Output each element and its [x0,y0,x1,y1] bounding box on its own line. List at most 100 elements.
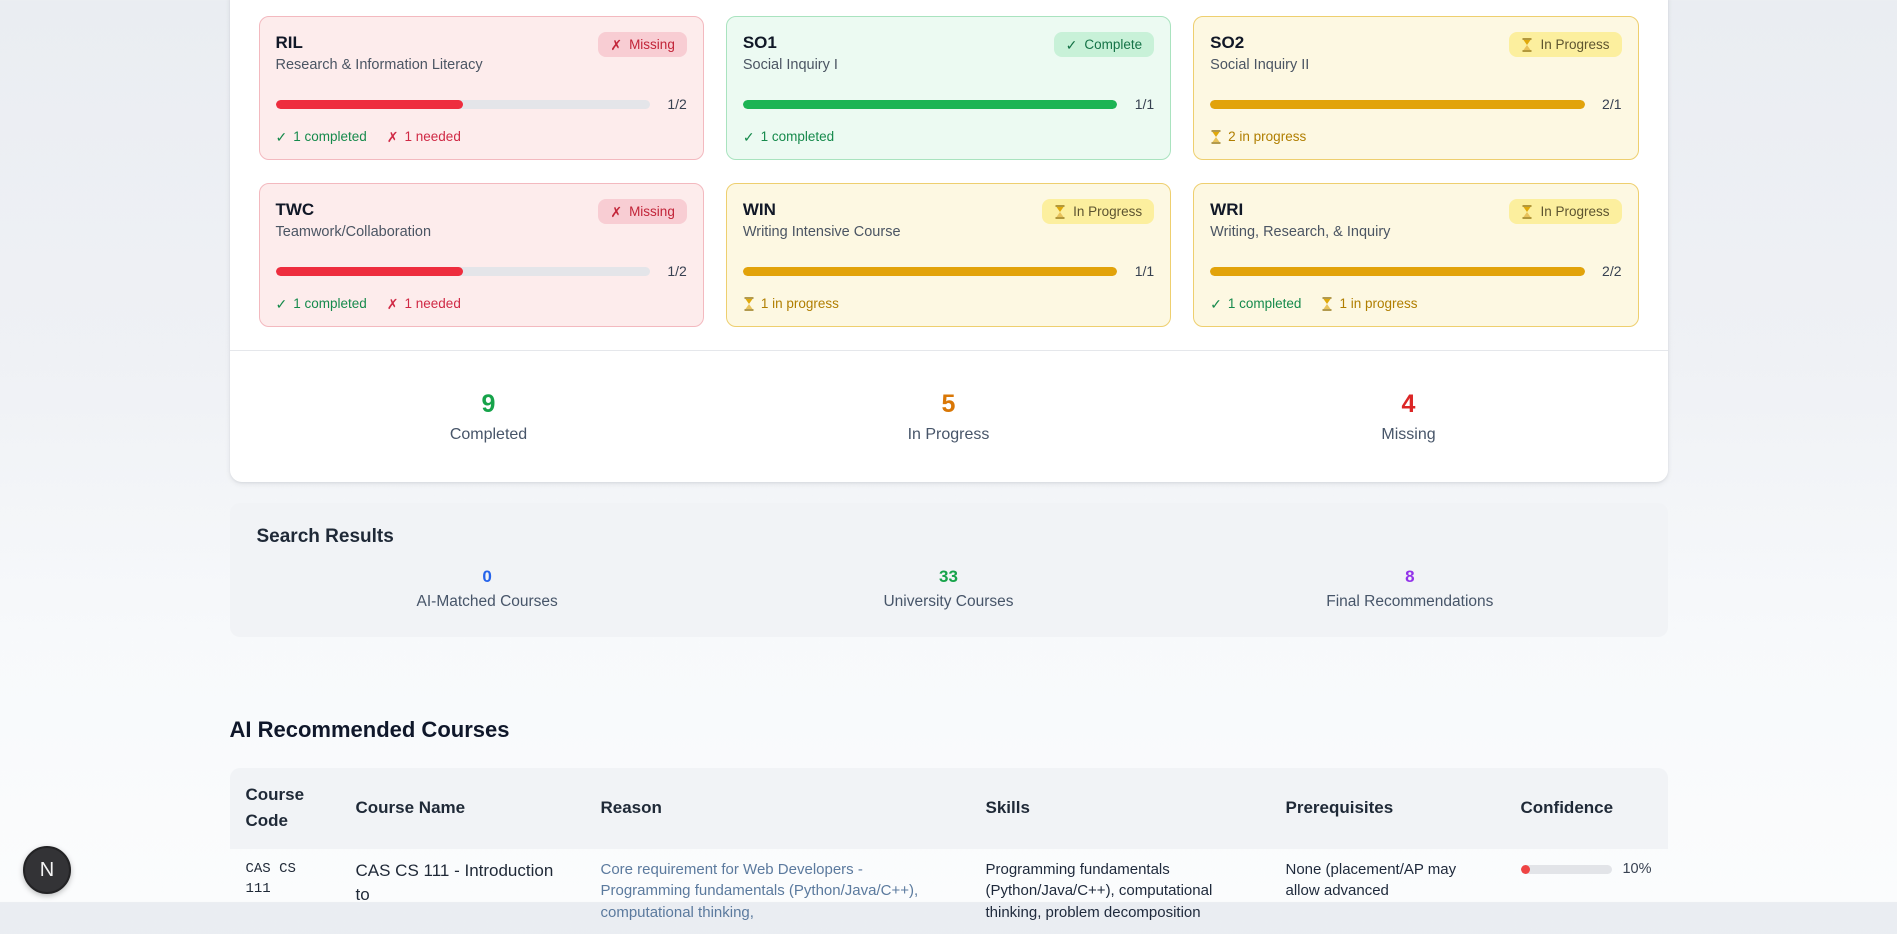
progress-bar [1210,100,1584,109]
confidence-bar [1521,865,1613,874]
hourglass-icon [1321,297,1333,311]
x-icon: ✗ [387,130,399,144]
column-header-course-name: Course Name [340,768,585,849]
progress-fill [743,100,1117,109]
requirement-name: Social Inquiry I [743,56,838,75]
requirement-card-twc: TWC Teamwork/Collaboration ✗Missing 1/2 … [259,183,704,327]
stat-final-recommendations-label: Final Recommendations [1179,593,1640,611]
recommended-courses-table: Course Code Course Name Reason Skills Pr… [230,768,1668,934]
requirement-code: WIN [743,199,901,220]
summary-completed: 9 Completed [259,392,719,444]
status-completed: ✓1 completed [743,129,834,144]
check-icon: ✓ [1210,297,1222,311]
column-header-prerequisites: Prerequisites [1270,768,1505,849]
cell-reason: Core requirement for Web Developers - Pr… [585,849,970,934]
cell-skills: Programming fundamentals (Python/Java/C+… [970,849,1270,934]
summary-in-progress-label: In Progress [719,426,1179,444]
cell-course-name: CAS CS 111 - Introduction to [340,849,585,934]
stat-ai-matched: 0 AI-Matched Courses [257,568,718,611]
requirement-name: Research & Information Literacy [276,56,483,75]
progress-bar [1210,267,1584,276]
search-results-panel: Search Results 0 AI-Matched Courses 33 U… [230,503,1668,637]
progress-fraction: 1/1 [1129,96,1154,112]
table-row: CAS CS 111 CAS CS 111 - Introduction to … [230,849,1668,934]
requirement-code: SO2 [1210,32,1309,53]
requirement-card-win: WIN Writing Intensive Course In Progress… [726,183,1171,327]
requirement-name: Writing Intensive Course [743,223,901,242]
search-results-title: Search Results [257,526,1641,548]
requirement-name: Writing, Research, & Inquiry [1210,223,1390,242]
status-badge-missing: ✗Missing [598,32,687,57]
x-icon: ✗ [387,297,399,311]
column-header-confidence: Confidence [1505,768,1668,849]
stat-final-recommendations: 8 Final Recommendations [1179,568,1640,611]
recommended-courses-title: AI Recommended Courses [230,717,1668,743]
confidence-fill [1521,865,1530,874]
progress-fraction: 1/1 [1129,263,1154,279]
progress-fraction: 2/1 [1597,96,1622,112]
status-in-progress: 1 in progress [743,296,839,311]
progress-fill [1210,267,1584,276]
status-in-progress: 2 in progress [1210,129,1306,144]
summary-in-progress: 5 In Progress [719,392,1179,444]
requirement-code: TWC [276,199,432,220]
requirement-card-so2: SO2 Social Inquiry II In Progress 2/1 2 … [1193,16,1638,160]
status-needed: ✗1 needed [387,129,461,144]
progress-bar [743,267,1117,276]
x-icon: ✗ [610,205,622,219]
stat-university-courses-label: University Courses [718,593,1179,611]
cell-confidence: 10% [1505,849,1668,934]
progress-fill [1210,100,1584,109]
status-completed: ✓1 completed [276,129,367,144]
column-header-reason: Reason [585,768,970,849]
requirements-grid: RIL Research & Information Literacy ✗Mis… [259,16,1639,327]
requirement-code: SO1 [743,32,838,53]
check-icon: ✓ [1066,38,1078,52]
requirement-code: WRI [1210,199,1390,220]
hourglass-icon [743,297,755,311]
progress-fill [276,267,463,276]
check-icon: ✓ [743,130,755,144]
stat-ai-matched-label: AI-Matched Courses [257,593,718,611]
status-badge-in-progress: In Progress [1042,199,1154,224]
progress-fraction: 1/2 [662,96,687,112]
progress-bar [276,267,650,276]
hourglass-icon [1521,205,1533,219]
cell-course-code: CAS CS 111 [230,849,340,934]
requirement-name: Social Inquiry II [1210,56,1309,75]
stat-university-courses: 33 University Courses [718,568,1179,611]
requirement-card-ril: RIL Research & Information Literacy ✗Mis… [259,16,704,160]
status-in-progress: 1 in progress [1321,296,1417,311]
summary-completed-label: Completed [259,426,719,444]
status-badge-missing: ✗Missing [598,199,687,224]
page-content: RIL Research & Information Literacy ✗Mis… [230,0,1668,934]
requirements-summary: 9 Completed 5 In Progress 4 Missing [259,351,1639,482]
search-results-stats: 0 AI-Matched Courses 33 University Cours… [257,568,1641,611]
progress-fraction: 2/2 [1597,263,1622,279]
x-icon: ✗ [610,38,622,52]
stat-university-courses-count: 33 [718,568,1179,585]
summary-missing: 4 Missing [1179,392,1639,444]
column-header-skills: Skills [970,768,1270,849]
requirement-name: Teamwork/Collaboration [276,223,432,242]
check-icon: ✓ [276,297,288,311]
check-icon: ✓ [276,130,288,144]
hourglass-icon [1521,38,1533,52]
summary-missing-label: Missing [1179,426,1639,444]
progress-bar [276,100,650,109]
status-badge-in-progress: In Progress [1509,32,1621,57]
column-header-course-code: Course Code [230,768,340,849]
progress-bar [743,100,1117,109]
n-floating-button[interactable]: N [23,846,71,894]
stat-ai-matched-count: 0 [257,568,718,585]
summary-missing-count: 4 [1179,392,1639,417]
progress-fill [276,100,463,109]
status-completed: ✓1 completed [1210,296,1301,311]
hourglass-icon [1210,130,1222,144]
requirements-panel: RIL Research & Information Literacy ✗Mis… [230,0,1668,482]
hourglass-icon [1054,205,1066,219]
summary-in-progress-count: 5 [719,392,1179,417]
progress-fraction: 1/2 [662,263,687,279]
status-completed: ✓1 completed [276,296,367,311]
requirement-code: RIL [276,32,483,53]
